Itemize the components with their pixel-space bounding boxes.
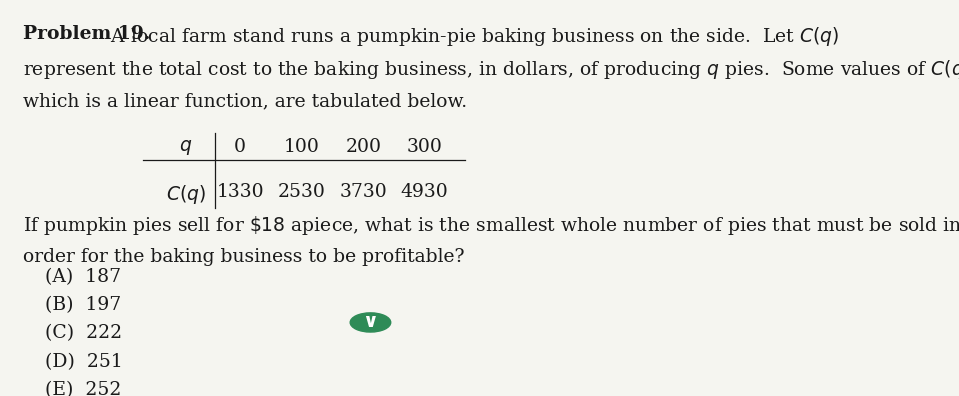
Text: A local farm stand runs a pumpkin-pie baking business on the side.  Let $C(q)$: A local farm stand runs a pumpkin-pie ba… [99, 25, 839, 48]
Text: $q$: $q$ [179, 138, 193, 157]
Text: (D)  251: (D) 251 [45, 352, 123, 371]
Text: order for the baking business to be profitable?: order for the baking business to be prof… [23, 248, 464, 266]
Text: If pumpkin pies sell for $\$18$ apiece, what is the smallest whole number of pie: If pumpkin pies sell for $\$18$ apiece, … [23, 213, 959, 236]
Text: $C(q)$: $C(q)$ [166, 183, 206, 206]
Text: (E)  252: (E) 252 [45, 381, 121, 396]
Text: (C)  222: (C) 222 [45, 324, 122, 343]
Text: 3730: 3730 [339, 183, 387, 201]
Text: 1330: 1330 [217, 183, 264, 201]
Text: represent the total cost to the baking business, in dollars, of producing $q$ pi: represent the total cost to the baking b… [23, 58, 959, 81]
Circle shape [350, 313, 390, 332]
Text: Problem 19.: Problem 19. [23, 25, 151, 43]
Text: 4930: 4930 [401, 183, 449, 201]
Text: 0: 0 [234, 138, 246, 156]
Text: 2530: 2530 [278, 183, 326, 201]
Text: ∨: ∨ [363, 312, 379, 331]
Text: which is a linear function, are tabulated below.: which is a linear function, are tabulate… [23, 92, 467, 110]
Text: (B)  197: (B) 197 [45, 297, 121, 314]
Text: (A)  187: (A) 187 [45, 268, 121, 286]
Text: 200: 200 [345, 138, 382, 156]
Text: 100: 100 [284, 138, 319, 156]
Text: 300: 300 [407, 138, 443, 156]
